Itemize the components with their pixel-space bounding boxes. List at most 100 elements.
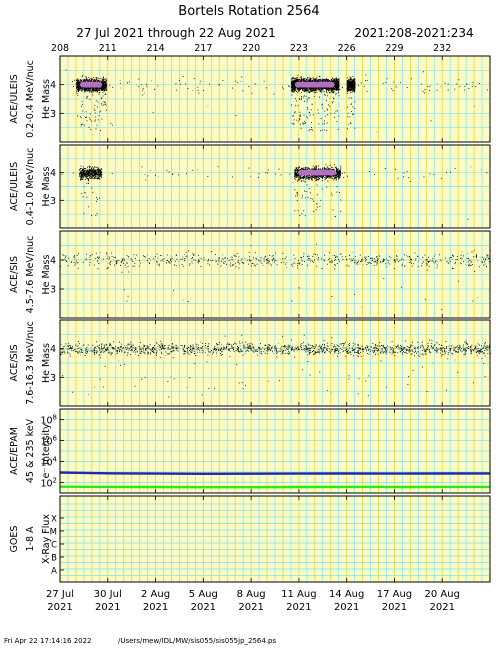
enhancement-point [91,187,93,189]
enhancement-point [94,175,96,177]
enhancement-point [84,90,86,92]
enhancement-point [291,85,293,87]
enhancement-point [334,81,336,83]
enhancement-point [302,96,304,98]
enhancement-point [299,214,301,216]
doy-range: 2021:208-2021:234 [354,26,473,40]
enhancement-point [324,94,326,96]
enhancement-point [303,88,305,90]
enhancement-point [82,81,84,83]
enhancement-point [304,90,306,92]
enhancement-point [91,81,93,83]
enhancement-point [94,104,96,106]
enhancement-point [305,80,307,82]
enhancement-point [329,92,331,94]
mass-point [237,82,239,84]
enhancement-point [77,82,79,83]
enhancement-point [305,116,307,118]
enhancement-point [79,80,81,82]
enhancement-point [332,88,334,90]
enhancement-point [85,117,86,118]
enhancement-point [330,89,332,91]
enhancement-point [325,88,327,90]
mass-point [289,173,291,175]
enhancement-point [86,168,88,170]
enhancement-point [296,80,297,82]
enhancement-point [298,80,300,82]
enhancement-point [292,91,294,93]
enhancement-point [102,81,104,83]
enhancement-point [86,96,88,98]
enhancement-point [103,81,105,83]
enhancement-point [294,87,296,89]
enhancement-point [309,92,311,94]
enhancement-point [76,85,78,87]
enhancement-point [80,79,82,81]
mass-point [409,181,411,183]
enhancement-point [93,170,95,172]
enhancement-point [95,166,97,168]
enhancement-point [332,87,334,89]
enhancement-point [337,88,339,90]
enhancement-point [320,89,322,91]
enhancement-point [84,174,86,176]
enhancement-point [312,198,314,200]
enhancement-point [291,77,293,79]
enhancement-point [98,170,100,172]
enhancement-point [297,87,299,89]
enhancement-point [84,89,86,90]
enhancement-point [309,87,311,89]
enhancement-point [350,103,352,105]
enhancement-point [101,173,103,175]
mass-point [360,82,362,84]
mass-point [376,131,378,133]
enhancement-point [291,86,293,88]
enhancement-point [86,87,88,89]
mass-point [466,83,468,85]
enhancement-point [96,174,98,176]
enhancement-point [81,90,83,92]
enhancement-point [81,105,82,107]
mass-point [192,169,194,171]
mass-point [141,84,142,86]
enhancement-point [88,173,90,174]
enhancement-point [306,79,308,81]
enhancement-point [296,81,298,83]
mass-point [127,82,129,84]
enhancement-point [82,177,83,179]
enhancement-point [295,86,297,88]
enhancement-point [339,191,340,193]
enhancement-point [351,83,353,85]
enhancement-point [105,85,107,87]
enhancement-point [313,200,314,202]
enhancement-point [293,122,295,124]
enhancement-point [303,177,305,178]
mass-point [207,105,209,107]
enhancement-point [333,82,335,84]
enhancement-point [97,90,98,92]
enhancement-point [317,88,319,90]
enhancement-point [76,91,78,93]
enhancement-point [338,171,340,173]
enhancement-point [93,176,95,177]
enhancement-point [319,89,320,91]
enhancement-point [92,171,94,173]
enhancement-point [96,81,98,83]
enhancement-point [350,89,352,91]
mass-point [72,85,74,87]
enhancement-point [76,89,78,91]
mass-point [250,175,251,177]
enhancement-point [330,177,332,179]
mass-point [406,171,408,173]
enhancement-point [105,86,107,88]
enhancement-point [82,79,84,81]
enhancement-point [316,80,317,82]
enhancement-point [86,176,87,178]
enhancement-point [81,170,83,172]
enhancement-point [350,92,352,93]
enhancement-point [88,182,89,184]
enhancement-point [309,129,311,130]
enhancement-point [301,168,302,170]
enhancement-point [89,167,91,168]
